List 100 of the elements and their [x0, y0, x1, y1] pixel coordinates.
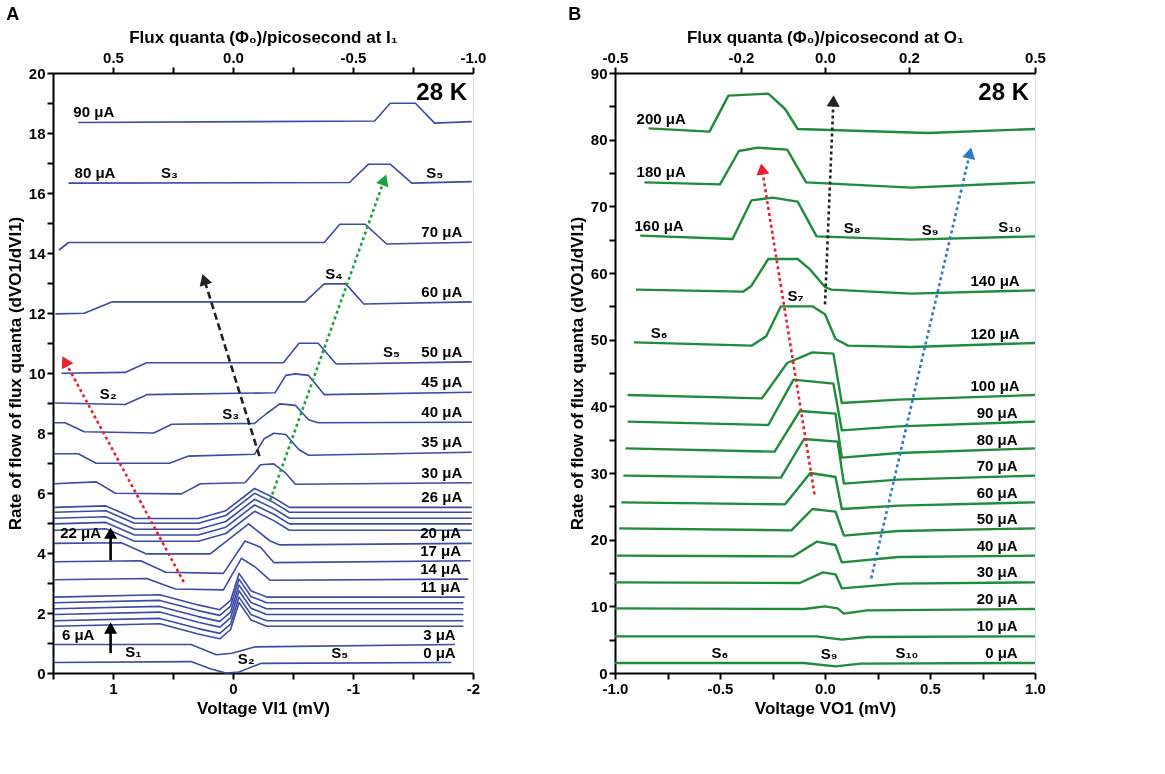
line-series: [615, 540, 1037, 564]
y-tick-label: 50: [590, 331, 608, 349]
x2-tick-label: 0.2: [899, 48, 920, 66]
y-tick-label: 14: [28, 244, 47, 262]
line-series: [632, 305, 1037, 349]
line-series: [54, 283, 473, 315]
line-series: [53, 510, 473, 543]
y-tick-label: 10: [28, 364, 46, 382]
y-tick-label: 18: [28, 124, 46, 142]
annotation: 35 μA: [421, 433, 463, 451]
line-series: [53, 373, 473, 406]
x2-axis-title: Flux quanta (Φ₀)/picosecond at I₁: [129, 27, 398, 47]
annotation: 60 μA: [421, 282, 463, 300]
annotation: S₉: [820, 645, 838, 663]
annotation: S₅: [382, 342, 400, 360]
annotation: S₁₀: [895, 644, 919, 661]
line-series: [613, 605, 1037, 615]
y-tick-label: 20: [590, 531, 608, 549]
annotation: 3 μA: [423, 625, 456, 643]
annotation: S₄: [325, 264, 343, 282]
y-tick-label: 70: [590, 197, 608, 215]
x2-tick-label: 0.0: [815, 48, 836, 66]
annotation: S₇: [787, 287, 804, 305]
chart-title: A: [6, 4, 20, 24]
annotation: 28 K: [416, 78, 468, 105]
annotation: 40 μA: [421, 403, 463, 421]
x2-tick-label: -0.5: [602, 48, 629, 66]
y-axis-title: Rate of flow of flux quanta (dVO1/dVI1): [567, 216, 587, 531]
annotation: S₂: [99, 385, 117, 403]
y-tick-label: 80: [590, 131, 608, 149]
line-series: [58, 223, 473, 251]
x-tick-label: -2: [466, 679, 481, 697]
annotation: S₁: [125, 642, 142, 660]
x2-axis-title: Flux quanta (Φ₀)/picosecond at O₁: [686, 27, 965, 47]
x2-tick-label: -0.5: [340, 48, 367, 66]
line-series: [67, 163, 473, 184]
y-tick-label: 10: [590, 597, 608, 615]
y-tick-label: 6: [37, 484, 46, 502]
annotation: S₅: [426, 163, 444, 181]
annotation: 120 μA: [970, 325, 1020, 343]
x2-tick-label: 0.5: [1025, 48, 1046, 66]
annotation: 28 K: [978, 78, 1030, 105]
y-tick-label: 12: [28, 304, 46, 322]
annotation: 70 μA: [421, 223, 463, 241]
annotation: 0 μA: [423, 643, 456, 661]
y-tick-label: 16: [28, 184, 46, 202]
line-series: [626, 351, 1037, 405]
line-series: [53, 540, 472, 575]
y-tick-label: 30: [590, 464, 608, 482]
y-tick-label: 90: [590, 64, 608, 82]
annotation: 11 μA: [420, 578, 461, 596]
chart-title: B: [568, 4, 582, 24]
y-tick-label: 0: [37, 664, 46, 682]
annotation: 60 μA: [976, 484, 1018, 501]
line-series: [60, 342, 473, 375]
y-tick-label: 20: [28, 64, 46, 82]
y-axis-title: Rate of flow of flux quanta (dVO1/dVI1): [5, 216, 25, 531]
annotation: S₆: [650, 324, 668, 341]
line-series: [53, 403, 473, 434]
annotation: 90 μA: [73, 103, 115, 121]
annotation: S₆: [711, 644, 729, 661]
annotation: 40 μA: [976, 536, 1018, 554]
x-tick-label: -1: [346, 679, 361, 697]
annotation: 160 μA: [634, 217, 684, 235]
line-series: [618, 507, 1037, 537]
annotation: 30 μA: [976, 563, 1018, 581]
annotation: 50 μA: [976, 510, 1018, 527]
annotation: 14 μA: [420, 560, 462, 578]
y-tick-label: 8: [37, 424, 46, 442]
x-tick-label: -0.5: [707, 679, 734, 697]
annotation: 80 μA: [976, 430, 1018, 448]
annotation: 45 μA: [421, 373, 463, 391]
x-tick-label: -1.0: [602, 679, 629, 697]
annotation: 50 μA: [421, 342, 463, 360]
x-tick-label: 0.5: [920, 679, 941, 697]
x-tick-label: 1.0: [1025, 679, 1046, 697]
annotation: S₅: [331, 643, 349, 661]
annotation: S₃: [222, 404, 240, 422]
x2-tick-label: -0.2: [728, 48, 755, 66]
annotation: 0 μA: [985, 644, 1018, 661]
x-tick-label: 0: [229, 679, 238, 697]
annotation: S₉: [921, 220, 939, 238]
annotation: 30 μA: [421, 463, 463, 481]
x-axis-title: Voltage VO1 (mV): [754, 698, 897, 718]
annotation: 26 μA: [421, 488, 463, 506]
annotation: 90 μA: [976, 404, 1018, 421]
x-tick-label: 1: [109, 679, 118, 697]
annotation: 140 μA: [970, 272, 1020, 289]
x-axis-title: Voltage VI1 (mV): [197, 698, 330, 718]
x2-tick-label: 0.5: [103, 48, 124, 66]
y-tick-label: 60: [590, 264, 608, 282]
annotation: 180 μA: [636, 163, 686, 181]
x2-tick-label: -1.0: [460, 48, 487, 66]
x2-tick-label: 0.0: [223, 48, 244, 66]
y-tick-label: 0: [599, 664, 608, 682]
y-tick-label: 2: [37, 604, 46, 622]
annotation: 80 μA: [74, 163, 116, 181]
annotation: S₂: [237, 650, 255, 668]
annotation: 6 μA: [61, 625, 95, 643]
annotation: 10 μA: [976, 617, 1018, 635]
